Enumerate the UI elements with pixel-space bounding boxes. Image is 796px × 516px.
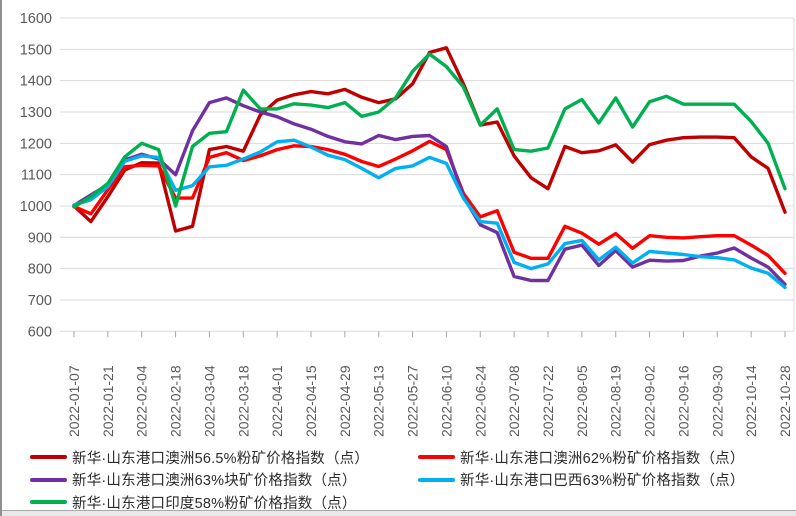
y-axis-tick-label: 1500 bbox=[20, 42, 52, 58]
y-axis-tick-label: 1100 bbox=[21, 168, 52, 184]
x-axis-tick-label: 2022-06-10 bbox=[438, 365, 454, 437]
x-axis-tick-label: 2022-04-15 bbox=[303, 365, 319, 437]
y-axis-tick-label: 700 bbox=[28, 293, 52, 309]
series-line-1 bbox=[72, 139, 787, 275]
x-axis-tick-label: 2022-10-28 bbox=[777, 365, 793, 437]
x-axis-tick-label: 2022-08-19 bbox=[608, 365, 624, 437]
legend-item: 新华·山东港口澳洲62%粉矿价格指数（点） bbox=[418, 446, 745, 469]
legend-line-swatch bbox=[418, 477, 455, 482]
x-axis-tick-label: 2022-01-21 bbox=[100, 365, 116, 437]
legend-label: 新华·山东港口澳洲62%粉矿价格指数（点） bbox=[460, 450, 745, 467]
x-axis-tick-label: 2022-01-07 bbox=[66, 365, 82, 437]
series-line-0 bbox=[72, 46, 787, 233]
x-axis-tick-label: 2022-03-18 bbox=[235, 365, 251, 437]
legend-label: 新华·山东港口巴西63%粉矿价格指数（点） bbox=[460, 473, 745, 490]
legend-item: 新华·山东港口巴西63%粉矿价格指数（点） bbox=[418, 469, 745, 492]
series-line-2 bbox=[72, 96, 787, 286]
legend-label: 新华·山东港口澳洲63%块矿价格指数（点） bbox=[72, 473, 357, 490]
legend-line-swatch bbox=[418, 455, 455, 460]
x-axis-tick-label: 2022-09-30 bbox=[709, 365, 725, 437]
series-line-4 bbox=[72, 52, 787, 209]
x-axis-tick-label: 2022-10-14 bbox=[743, 365, 759, 437]
legend-label: 新华·山东港口澳洲56.5%粉矿价格指数（点） bbox=[72, 450, 370, 467]
y-axis-tick-label: 1600 bbox=[20, 11, 52, 27]
x-axis-tick-label: 2022-02-04 bbox=[134, 365, 150, 437]
legend-label: 新华·山东港口印度58%粉矿价格指数（点） bbox=[72, 495, 357, 512]
legend-line-swatch bbox=[30, 477, 67, 482]
x-axis-tick-label: 2022-08-05 bbox=[574, 365, 590, 437]
x-axis-tick-label: 2022-04-29 bbox=[337, 365, 353, 437]
y-axis-tick-label: 1300 bbox=[20, 105, 52, 121]
y-axis-tick-label: 1000 bbox=[20, 199, 52, 215]
legend-column-right: 新华·山东港口澳洲62%粉矿价格指数（点） 新华·山东港口巴西63%粉矿价格指数（… bbox=[418, 446, 745, 491]
y-axis-tick-label: 1400 bbox=[20, 74, 52, 90]
legend-column-left: 新华·山东港口澳洲56.5%粉矿价格指数（点） 新华·山东港口澳洲63%块矿价格指… bbox=[30, 446, 369, 514]
x-axis-tick-label: 2022-04-01 bbox=[269, 365, 285, 437]
legend-line-swatch bbox=[30, 455, 67, 460]
x-axis-tick-label: 2022-09-16 bbox=[675, 365, 691, 437]
y-axis-tick-label: 900 bbox=[28, 230, 52, 246]
y-axis-tick-label: 800 bbox=[28, 262, 52, 278]
legend-line-swatch bbox=[30, 500, 67, 505]
x-axis-tick-label: 2022-09-02 bbox=[642, 365, 658, 437]
x-axis-tick-label: 2022-02-18 bbox=[168, 365, 184, 437]
legend-item: 新华·山东港口印度58%粉矿价格指数（点） bbox=[30, 491, 369, 514]
legend-item: 新华·山东港口澳洲63%块矿价格指数（点） bbox=[30, 469, 369, 492]
window-bottom-edge bbox=[2, 510, 796, 516]
x-axis-tick-label: 2022-03-04 bbox=[201, 365, 217, 437]
x-axis-tick-label: 2022-06-24 bbox=[472, 365, 488, 437]
price-index-line-chart: 600 700 800 900 1000 1100 1200 1300 1400 1500 1600… bbox=[20, 11, 795, 437]
legend-item: 新华·山东港口澳洲56.5%粉矿价格指数（点） bbox=[30, 446, 369, 469]
x-axis-tick-label: 2022-07-22 bbox=[540, 365, 556, 437]
y-axis-tick-label: 1200 bbox=[20, 136, 52, 152]
series-line-3 bbox=[72, 138, 787, 290]
x-axis-tick-label: 2022-05-27 bbox=[405, 365, 421, 437]
x-axis-tick-label: 2022-05-13 bbox=[371, 365, 387, 437]
x-axis-tick-label: 2022-07-08 bbox=[506, 365, 522, 437]
y-axis-tick-label: 600 bbox=[28, 324, 52, 340]
